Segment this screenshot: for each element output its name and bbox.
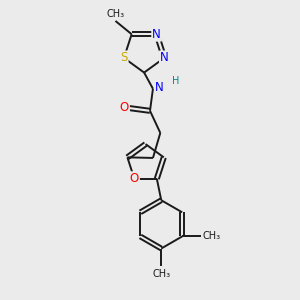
- Text: S: S: [120, 51, 128, 64]
- Text: N: N: [155, 81, 164, 94]
- Text: O: O: [120, 101, 129, 114]
- Text: O: O: [130, 172, 139, 185]
- Text: N: N: [160, 51, 169, 64]
- Text: CH₃: CH₃: [203, 231, 221, 242]
- Text: CH₃: CH₃: [106, 10, 124, 20]
- Text: N: N: [152, 28, 161, 41]
- Text: CH₃: CH₃: [152, 268, 170, 278]
- Text: H: H: [172, 76, 179, 86]
